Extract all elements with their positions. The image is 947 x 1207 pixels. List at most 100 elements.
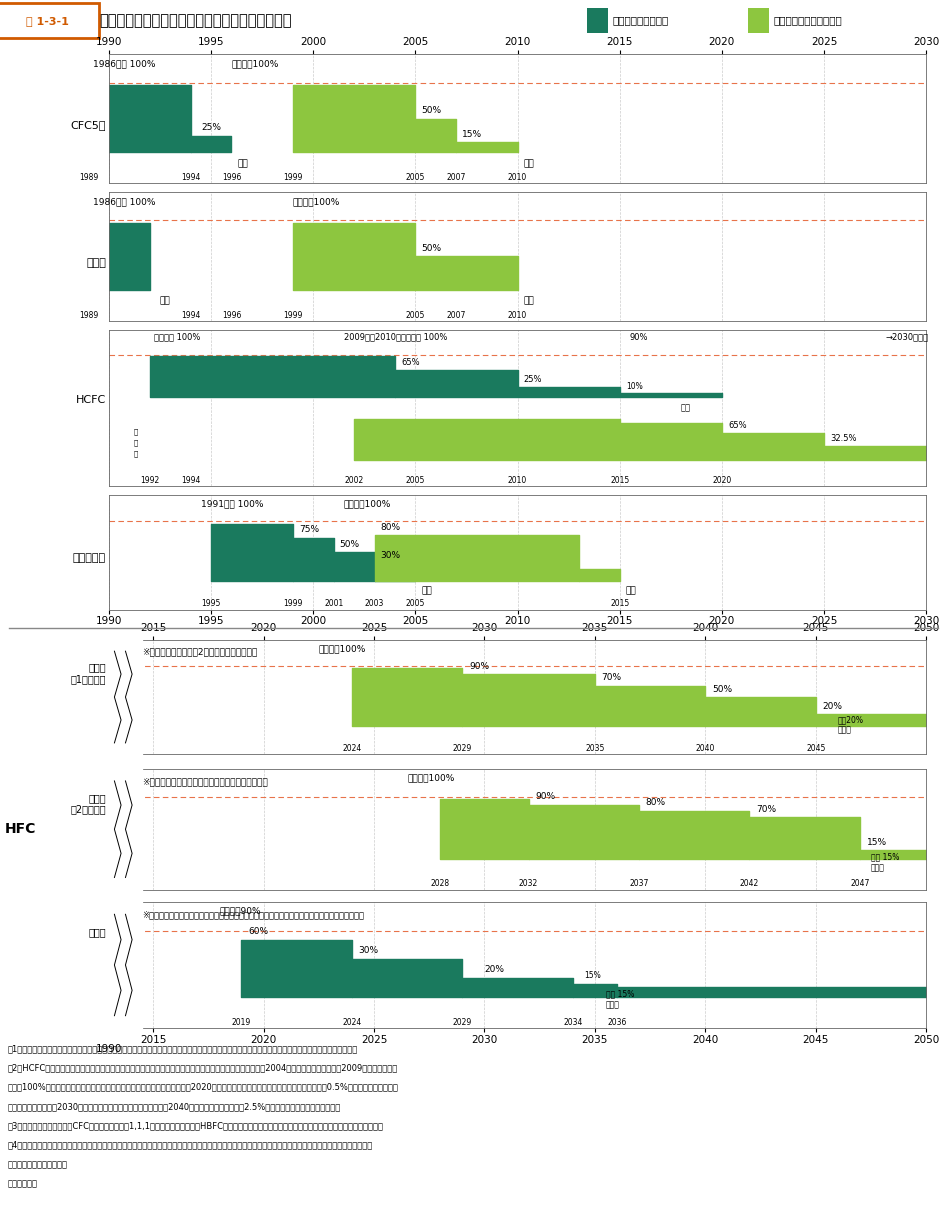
Text: 2045: 2045 bbox=[806, 745, 826, 753]
Text: 90%: 90% bbox=[630, 333, 649, 342]
Text: 2003: 2003 bbox=[365, 600, 384, 608]
Text: →2030年全廃: →2030年全廃 bbox=[885, 333, 928, 342]
Text: 基準量比100%: 基準量比100% bbox=[319, 645, 366, 653]
Text: 1991年比 100%: 1991年比 100% bbox=[201, 500, 263, 508]
Text: 全廃: 全廃 bbox=[160, 297, 170, 305]
Text: 50%: 50% bbox=[421, 244, 441, 252]
Text: 2024: 2024 bbox=[342, 1018, 362, 1027]
Text: 100%とされている点のみ異なっている）。また、先進国においては、2020年以降は既設の冷凍空調機器の整備用のみ基準量比0.5%の生産・消費が、途上: 100%とされている点のみ異なっている）。また、先進国においては、2020年以降… bbox=[8, 1083, 399, 1091]
Text: 2010: 2010 bbox=[508, 310, 527, 320]
Text: 2002: 2002 bbox=[345, 476, 364, 485]
Text: 全廃: 全廃 bbox=[626, 587, 636, 595]
Text: 2042: 2042 bbox=[740, 880, 759, 888]
Text: 80%: 80% bbox=[646, 799, 666, 807]
Text: 2015: 2015 bbox=[610, 476, 630, 485]
Text: 1994: 1994 bbox=[181, 476, 201, 485]
Text: 以降 15%
が残る: 以降 15% が残る bbox=[871, 852, 900, 873]
Text: 1999: 1999 bbox=[283, 173, 302, 182]
Text: 4：生産等が全廃になった物質であっても、開発途上国の基礎的な需要を満たすための生産及び試験研究・分析等の必要不可欠な用途についての生産等は規則対: 4：生産等が全廃になった物質であっても、開発途上国の基礎的な需要を満たすための生… bbox=[8, 1141, 373, 1149]
Text: 2024: 2024 bbox=[342, 745, 362, 753]
Text: 30%: 30% bbox=[381, 552, 401, 560]
Text: 2010: 2010 bbox=[508, 173, 527, 182]
Bar bbox=[587, 8, 608, 33]
Text: 2034: 2034 bbox=[563, 1018, 582, 1027]
Text: 2019: 2019 bbox=[232, 1018, 251, 1027]
Text: 2：HCFCの生産量についても、消費量とほぼ同様の規制スケジュールが設けられている（先進国において、2004年から規制が開始され、2009年まで基準量比: 2：HCFCの生産量についても、消費量とほぼ同様の規制スケジュールが設けられてい… bbox=[8, 1063, 398, 1072]
Text: 基準量比90%: 基準量比90% bbox=[220, 906, 261, 916]
Text: 2036: 2036 bbox=[607, 1018, 627, 1027]
Text: 15%: 15% bbox=[583, 972, 600, 980]
Text: 2029: 2029 bbox=[453, 745, 472, 753]
Bar bbox=[748, 8, 769, 33]
Text: 臭化メチル: 臭化メチル bbox=[73, 553, 106, 562]
Text: 30%: 30% bbox=[359, 946, 379, 955]
Text: 2005: 2005 bbox=[405, 310, 425, 320]
Text: 基準量比100%: 基準量比100% bbox=[231, 59, 278, 69]
Text: 75%: 75% bbox=[299, 525, 319, 535]
Text: 全廃: 全廃 bbox=[421, 587, 432, 595]
Text: 90%: 90% bbox=[469, 661, 489, 671]
Text: 90%: 90% bbox=[535, 793, 555, 801]
Text: 1996: 1996 bbox=[222, 173, 241, 182]
Text: 開発途上国に対する規制: 開発途上国に対する規制 bbox=[774, 16, 843, 25]
Text: 80%: 80% bbox=[381, 523, 401, 531]
Text: 2028: 2028 bbox=[431, 880, 450, 888]
Text: 象外となっている。: 象外となっている。 bbox=[8, 1160, 67, 1168]
Text: 国においては、2030年以降は既設の冷凍空調器の整備用のみ2040年までの平均で基準量比2.5%の生産・消費が認められている。: 国においては、2030年以降は既設の冷凍空調器の整備用のみ2040年までの平均で… bbox=[8, 1102, 341, 1110]
Text: 65%: 65% bbox=[728, 421, 746, 430]
Text: 1986年比 100%: 1986年比 100% bbox=[93, 197, 155, 206]
Text: 2040: 2040 bbox=[696, 745, 715, 753]
Text: 1992: 1992 bbox=[140, 476, 159, 485]
Text: HFC: HFC bbox=[5, 822, 36, 836]
Text: 2020: 2020 bbox=[712, 476, 731, 485]
Text: 全廃: 全廃 bbox=[524, 297, 534, 305]
Text: 1995: 1995 bbox=[202, 600, 221, 608]
Text: 資料：環境省: 資料：環境省 bbox=[8, 1179, 38, 1188]
Text: 以降20%
が残る: 以降20% が残る bbox=[838, 716, 864, 735]
Text: 2005: 2005 bbox=[405, 173, 425, 182]
Text: 2001: 2001 bbox=[324, 600, 343, 608]
Text: 途上国
第1グループ: 途上国 第1グループ bbox=[71, 663, 106, 684]
Text: 1989: 1989 bbox=[79, 310, 98, 320]
Text: ※ベラルーシ、ロシア、カザフスタン、タジキスタン、ウズベキスタンは規制措置に差異を設ける: ※ベラルーシ、ロシア、カザフスタン、タジキスタン、ウズベキスタンは規制措置に差異… bbox=[142, 910, 364, 920]
Text: 1996: 1996 bbox=[222, 310, 241, 320]
Text: 70%: 70% bbox=[756, 805, 777, 814]
Text: 全廃: 全廃 bbox=[524, 159, 534, 168]
Text: 図 1-3-1: 図 1-3-1 bbox=[26, 16, 69, 25]
Text: 20%: 20% bbox=[822, 701, 842, 711]
Text: 1990: 1990 bbox=[96, 1044, 122, 1054]
Text: 費: 費 bbox=[134, 439, 137, 445]
Text: 1999: 1999 bbox=[283, 600, 302, 608]
Text: ※インド、パキスタン、イラン、イラク、湾岸諸国: ※インド、パキスタン、イラン、イラク、湾岸諸国 bbox=[142, 777, 268, 786]
Text: 量: 量 bbox=[134, 450, 137, 456]
Text: 消: 消 bbox=[134, 428, 137, 435]
Text: モントリオール議定書に基づく規制スケジュール: モントリオール議定書に基づく規制スケジュール bbox=[99, 13, 292, 28]
Text: 基準量比100%: 基準量比100% bbox=[293, 197, 340, 206]
Text: 2005: 2005 bbox=[405, 476, 425, 485]
Text: 1986年比 100%: 1986年比 100% bbox=[93, 59, 155, 69]
Text: 2007: 2007 bbox=[447, 173, 466, 182]
Text: 以降 15%
が残る: 以降 15% が残る bbox=[606, 990, 634, 1009]
Text: 25%: 25% bbox=[524, 374, 543, 384]
Text: 全廃: 全廃 bbox=[238, 159, 248, 168]
Text: 1994: 1994 bbox=[181, 173, 201, 182]
Text: 25%: 25% bbox=[201, 123, 221, 132]
Text: 先進国に対する規制: 先進国に対する規制 bbox=[613, 16, 669, 25]
Text: 2037: 2037 bbox=[630, 880, 649, 888]
Text: 2015: 2015 bbox=[610, 600, 630, 608]
Text: HCFC: HCFC bbox=[76, 395, 106, 406]
FancyBboxPatch shape bbox=[0, 2, 99, 39]
Text: 2029: 2029 bbox=[453, 1018, 472, 1027]
Text: 2005: 2005 bbox=[405, 600, 425, 608]
Text: 15%: 15% bbox=[462, 129, 482, 139]
Text: 1999: 1999 bbox=[283, 310, 302, 320]
Text: 2007: 2007 bbox=[447, 310, 466, 320]
Text: 基準量比100%: 基準量比100% bbox=[344, 500, 391, 508]
Text: 2009年と2010年の平均比 100%: 2009年と2010年の平均比 100% bbox=[344, 333, 447, 342]
Text: 50%: 50% bbox=[340, 540, 360, 549]
Text: ハロン: ハロン bbox=[86, 258, 106, 268]
Text: CFC5種: CFC5種 bbox=[71, 121, 106, 130]
Text: 注1：各物質のグループごとに、生産量及び消費量（＝生産量＋輸入量－輸出量）の削減が義務付けられている。基準量はモントリオール議定書に基づく。: 注1：各物質のグループごとに、生産量及び消費量（＝生産量＋輸入量－輸出量）の削減… bbox=[8, 1044, 358, 1053]
Text: 10%: 10% bbox=[626, 383, 643, 391]
Text: 15%: 15% bbox=[867, 838, 886, 847]
